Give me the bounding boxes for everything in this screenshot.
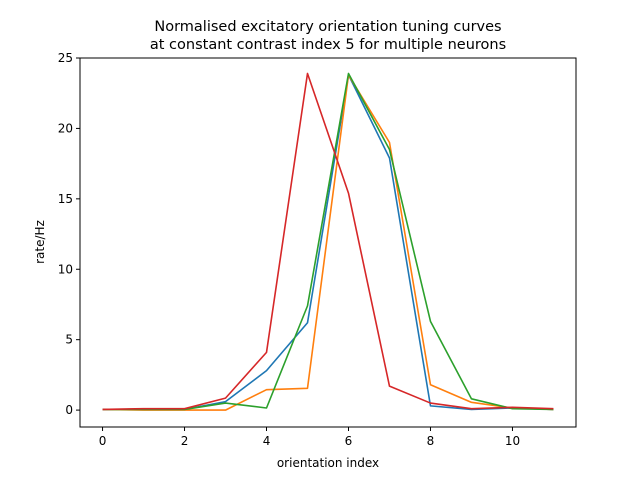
- y-tick-label: 20: [58, 121, 73, 135]
- x-tick-label: 10: [505, 434, 520, 448]
- plot-frame: [79, 57, 577, 428]
- series-line-1: [102, 74, 554, 411]
- x-tick-label: 8: [427, 434, 435, 448]
- chart-title-line-1: Normalised excitatory orientation tuning…: [154, 19, 501, 35]
- y-tick-label: 0: [65, 403, 73, 417]
- y-tick-label: 10: [58, 262, 73, 276]
- y-tick-label: 25: [58, 51, 73, 65]
- y-tick-label: 15: [58, 192, 73, 206]
- x-tick-label: 2: [181, 434, 189, 448]
- series-line-3: [102, 72, 554, 411]
- series-layer: [102, 72, 554, 411]
- x-tick-label: 4: [263, 434, 271, 448]
- y-tick-label: 5: [65, 333, 73, 347]
- series-line-4: [102, 72, 554, 411]
- series-line-2: [102, 74, 554, 411]
- y-ticks: 0 5 10 15 20 25: [58, 51, 80, 417]
- chart-title-line-2: at constant contrast index 5 for multipl…: [150, 37, 506, 53]
- x-tick-label: 0: [99, 434, 107, 448]
- x-axis-label: orientation index: [277, 456, 379, 470]
- x-tick-label: 6: [345, 434, 353, 448]
- x-ticks: 0 2 4 6 8 10: [99, 427, 520, 448]
- y-axis-label: rate/Hz: [33, 220, 47, 264]
